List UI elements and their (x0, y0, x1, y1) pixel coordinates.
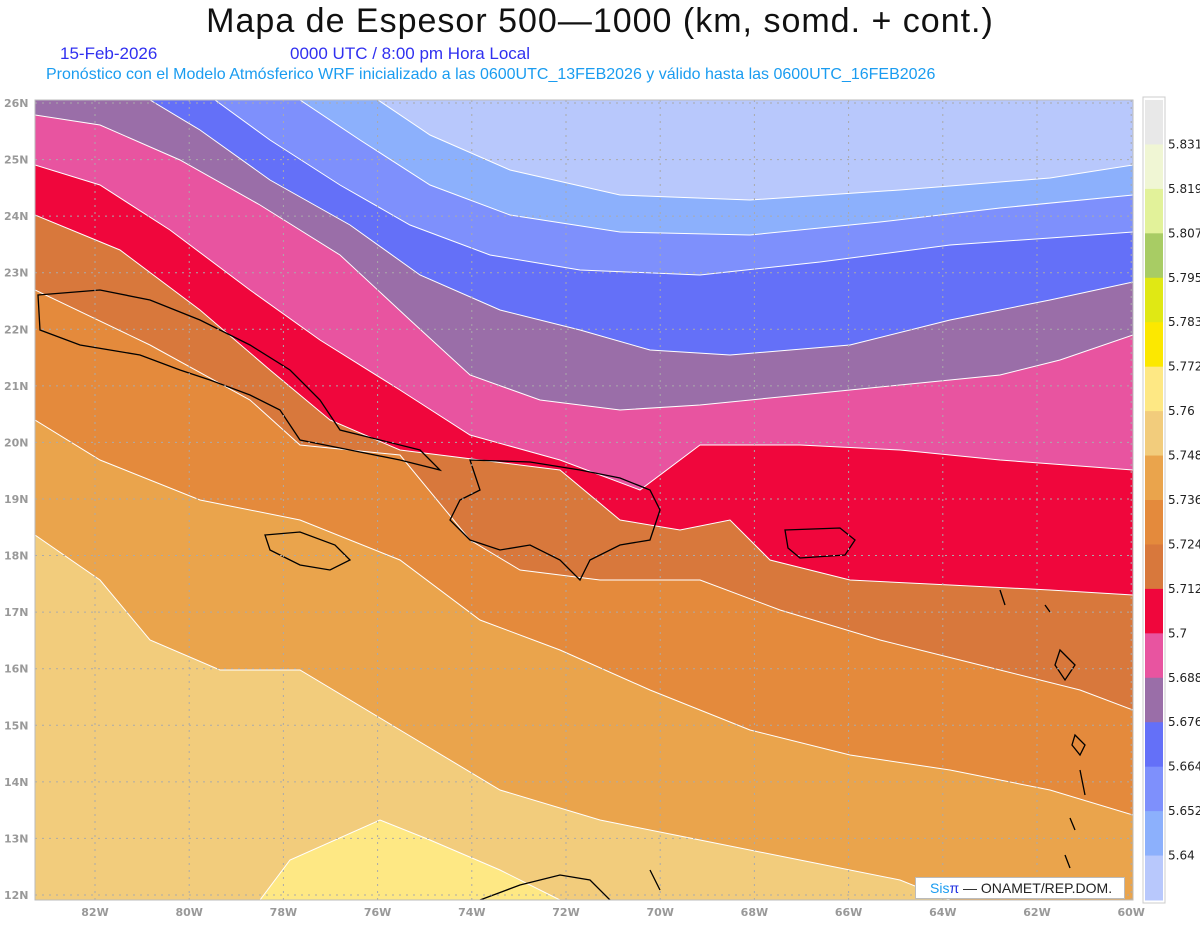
colorbar-swatch (1145, 233, 1163, 279)
lon-label: 78W (270, 906, 297, 919)
coastlines (37, 289, 1086, 900)
thickness-bands (35, 100, 1133, 900)
lesser-antilles-coast (999, 589, 1086, 869)
colorbar-label: 5.831 (1168, 137, 1200, 151)
colorbar-label: 5.724 (1168, 537, 1200, 551)
colorbar-swatch (1145, 144, 1163, 190)
lat-label: 25N (4, 154, 29, 167)
contour-line (35, 214, 1133, 596)
colorbar-swatch (1145, 455, 1163, 501)
colorbar-swatch (1145, 366, 1163, 412)
colorbar-swatch (1145, 188, 1163, 234)
colorbar-swatch (1145, 322, 1163, 368)
colorbar-swatch (1145, 722, 1163, 768)
lat-label: 17N (4, 606, 29, 619)
contour-line (214, 100, 1133, 276)
lon-label: 76W (364, 906, 391, 919)
colorbar-label: 5.676 (1168, 715, 1200, 729)
map-frame (34, 99, 1134, 901)
colorbar-label: 5.76 (1168, 404, 1195, 418)
colorbar-label: 5.795 (1168, 271, 1200, 285)
colorbar-label: 5.652 (1168, 804, 1200, 818)
axis-ticks: 82W 80W 78W 76W 74W 72W 70W 68W 66W 64W 62W 60W 26N 2… (4, 97, 1145, 919)
jamaica-coast (264, 531, 352, 571)
venezuela-coast (479, 869, 661, 900)
colorbar-swatch (1145, 633, 1163, 679)
colorbar-frame (1142, 96, 1166, 904)
colorbar-swatch (1145, 677, 1163, 723)
contour-line (35, 419, 1133, 816)
lon-label: 60W (1117, 906, 1144, 919)
colorbar-swatch (1145, 544, 1163, 590)
puerto-rico-coast (784, 527, 856, 559)
lat-label: 19N (4, 493, 29, 506)
lat-label: 24N (4, 210, 29, 223)
map-title: Mapa de Espesor 500—1000 (km, somd. + co… (206, 2, 994, 40)
colorbar-swatch (1145, 277, 1163, 323)
colorbar-label: 5.819 (1168, 182, 1200, 196)
colorbar-label: 5.807 (1168, 226, 1200, 240)
contour-line (35, 164, 1133, 491)
colorbar-label: 5.64 (1168, 849, 1195, 863)
band-5.64 (35, 100, 1133, 200)
lat-label: 16N (4, 663, 29, 676)
colorbar-swatch (1145, 588, 1163, 634)
colorbar-label: 5.7 (1168, 626, 1187, 640)
onamet-logo: Sisπ — ONAMET/REP.DOM. (915, 877, 1125, 899)
lat-label: 13N (4, 832, 29, 845)
colorbar-swatch (1145, 100, 1163, 145)
colorbar-swatch (1145, 855, 1163, 901)
colorbar-label: 5.748 (1168, 449, 1200, 463)
contour-line (377, 100, 1133, 201)
lat-label: 22N (4, 323, 29, 336)
forecast-info: Pronóstico con el Modelo Atmósferico WRF… (46, 66, 936, 83)
lon-label: 82W (81, 906, 108, 919)
colorbar-swatch (1145, 411, 1163, 457)
lat-label: 20N (4, 436, 29, 449)
lon-label: 80W (175, 906, 202, 919)
colorbar-swatch (1145, 766, 1163, 812)
lat-label: 15N (4, 719, 29, 732)
lat-label: 18N (4, 550, 29, 563)
contour-line (35, 289, 1133, 711)
grid-lines (35, 100, 1133, 900)
contour-line (35, 534, 951, 900)
contour-line (35, 114, 1133, 411)
contour-line (259, 819, 561, 900)
hispaniola-coast (449, 459, 661, 582)
lat-label: 21N (4, 380, 29, 393)
lon-label: 70W (646, 906, 673, 919)
colorbar: 5.831 5.819 5.807 5.795 5.783 5.772 5.76 5.748 5… (1142, 96, 1200, 904)
lon-label: 64W (929, 906, 956, 919)
colorbar-label: 5.712 (1168, 582, 1200, 596)
lon-label: 74W (458, 906, 485, 919)
contour-line (149, 100, 1133, 356)
colorbar-swatch (1145, 500, 1163, 545)
contour-line (299, 100, 1133, 236)
lat-label: 23N (4, 267, 29, 280)
lon-label: 62W (1023, 906, 1050, 919)
colorbar-label: 5.783 (1168, 315, 1200, 329)
lat-label: 26N (4, 97, 29, 110)
colorbar-label: 5.736 (1168, 493, 1200, 507)
colorbar-label: 5.772 (1168, 360, 1200, 374)
cuba-coast (37, 289, 443, 472)
lat-label: 14N (4, 776, 29, 789)
time-label: 0000 UTC / 8:00 pm Hora Local (290, 44, 531, 63)
colorbar-swatch (1145, 811, 1163, 857)
date-label: 15-Feb-2026 (60, 44, 158, 63)
lat-label: 12N (4, 889, 29, 902)
colorbar-label: 5.664 (1168, 760, 1200, 774)
colorbar-label: 5.688 (1168, 671, 1200, 685)
lon-label: 72W (552, 906, 579, 919)
lon-label: 68W (741, 906, 768, 919)
lon-label: 66W (835, 906, 862, 919)
